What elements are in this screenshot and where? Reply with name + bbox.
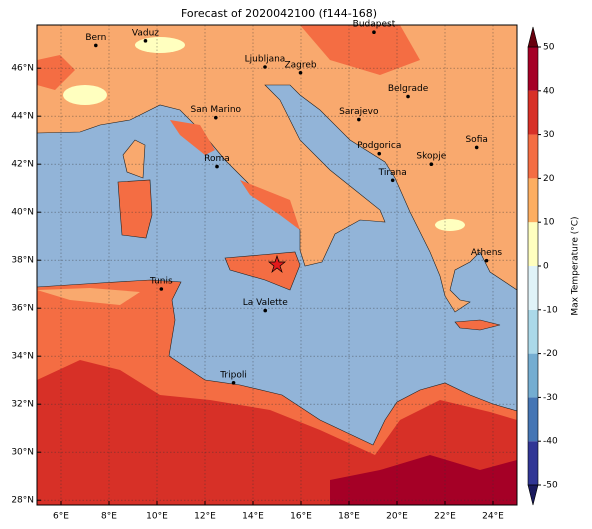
colorbar-tick-label: -10 [543, 305, 558, 315]
y-tick-label: 40°N [11, 208, 34, 218]
y-tick-label: 42°N [11, 160, 34, 170]
colorbar-tick-label: -30 [543, 393, 558, 403]
map-title: Forecast of 2020042100 (f144-168) [181, 7, 377, 20]
city-label: Tripoli [219, 370, 247, 380]
city-label: Athens [471, 248, 502, 258]
city-dot [159, 287, 164, 291]
y-tick-label: 46°N [11, 64, 34, 74]
land [122, 139, 146, 179]
x-tick-label: 20°E [386, 512, 408, 522]
land [454, 319, 501, 331]
cool-patch [435, 219, 465, 231]
city-dot [357, 117, 361, 122]
grid: 6°E 8°E 10°E 12°E 14°E 16°E 18°E 20°E 22°E 24°E 28… [11, 25, 517, 522]
x-tick-label: 22°E [434, 512, 456, 522]
city-dot [298, 70, 303, 75]
city-dot [406, 94, 410, 99]
y-tick-label: 30°N [11, 448, 34, 458]
city-dot [474, 145, 479, 150]
city-label: Tunis [149, 277, 173, 287]
city-label: Podgorica [357, 141, 401, 151]
city-dot [215, 164, 219, 169]
colorbar-tick-label: 20 [543, 174, 555, 184]
y-tick-label: 36°N [11, 304, 34, 314]
colorbar-tick-label: 50 [543, 43, 555, 53]
cool-patch [63, 85, 107, 105]
x-tick-label: 10°E [146, 512, 168, 522]
city-dot [263, 65, 267, 69]
star-marker [268, 254, 286, 274]
city-dot [143, 39, 148, 43]
warm-patch [37, 55, 75, 90]
city-label: Skopje [416, 152, 446, 162]
warm-patch [170, 120, 215, 155]
colorbar-extend [527, 484, 539, 506]
map-area [37, 25, 517, 505]
x-tick-label: 18°E [338, 512, 360, 522]
colorbar: -50 -40 -30 -20 -10 0 10 20 30 40 50 Max Temperatur… [527, 26, 581, 506]
city-dot [231, 381, 236, 385]
city-dot [214, 115, 218, 120]
city-dot [263, 308, 268, 313]
x-tick-label: 16°E [290, 512, 312, 522]
y-tick-label: 34°N [11, 352, 34, 362]
warm-patch [240, 180, 300, 230]
city-label: Tirana [378, 168, 407, 178]
x-tick-label: 6°E [53, 512, 69, 522]
colorbar-segment [528, 266, 538, 310]
city-label: Sarajevo [339, 107, 379, 117]
city-label: Vaduz [132, 28, 159, 38]
colorbar-tick-label: -50 [543, 481, 558, 491]
colorbar-tick-label: 30 [543, 130, 555, 140]
colorbar-tick-label: -20 [543, 349, 558, 359]
land [224, 251, 301, 291]
y-tick-label: 38°N [11, 256, 34, 266]
colorbar-segment [528, 397, 538, 442]
cool-patch [135, 37, 185, 53]
mild-patch [37, 288, 140, 305]
city-dot [372, 30, 376, 34]
y-tick-label: 44°N [11, 112, 34, 122]
x-tick-label: 24°E [482, 512, 504, 522]
colorbar-label: Max Temperature (°C) [571, 216, 581, 315]
land [117, 179, 153, 239]
colorbar-tick-label: 40 [543, 86, 555, 96]
colorbar-tick-label: 10 [543, 218, 555, 228]
city-label: Ljubljana [245, 55, 286, 65]
colorbar-segment [528, 90, 538, 135]
city-dot [484, 258, 489, 263]
x-tick-label: 12°E [194, 512, 216, 522]
colorbar-segment [528, 178, 538, 223]
city-label: Bern [85, 33, 106, 43]
colorbar-segment [528, 353, 538, 398]
colorbar-tick-label: 0 [543, 262, 549, 272]
city-dot [429, 162, 434, 166]
colorbar-extend [527, 26, 539, 48]
city-label: Belgrade [388, 84, 429, 94]
x-tick-label: 14°E [242, 512, 264, 522]
colorbar-segment [528, 222, 538, 266]
colorbar-segment [528, 309, 538, 354]
x-tick-label: 8°E [101, 512, 117, 522]
city-dot [390, 178, 395, 183]
city-dot [94, 43, 98, 48]
colorbar-segment [528, 441, 538, 485]
city-label: San Marino [191, 105, 242, 115]
colorbar-tick-label: -40 [543, 437, 558, 447]
city-label: Sofia [465, 135, 487, 145]
y-tick-label: 28°N [11, 496, 34, 506]
city-label: La Valette [243, 298, 288, 308]
map-frame [36, 24, 518, 506]
colorbar-segment [528, 134, 538, 179]
city-dot [377, 151, 382, 156]
city-label: Roma [204, 154, 230, 164]
colorbar-segment [528, 47, 538, 91]
hot-band [330, 455, 517, 505]
city-label: Zagreb [284, 60, 316, 70]
y-tick-label: 32°N [11, 400, 34, 410]
warm-patch [300, 25, 420, 75]
